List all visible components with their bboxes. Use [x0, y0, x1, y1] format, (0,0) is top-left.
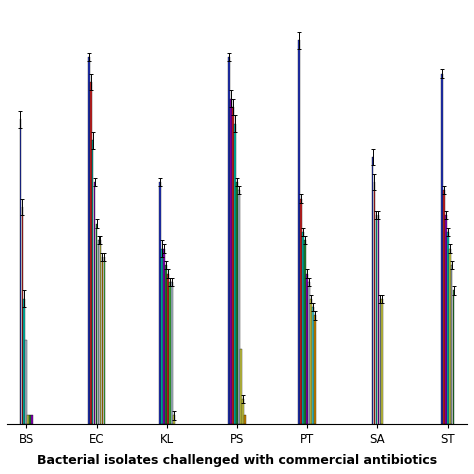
Bar — [26, 340, 27, 424]
Bar — [88, 57, 90, 424]
Bar — [242, 399, 244, 424]
Bar — [451, 265, 453, 424]
Bar — [101, 257, 103, 424]
Bar — [299, 40, 300, 424]
Bar — [27, 415, 29, 424]
Bar — [103, 257, 105, 424]
Bar — [443, 191, 445, 424]
Bar — [308, 282, 310, 424]
Bar — [161, 249, 163, 424]
Bar — [301, 199, 302, 424]
Bar — [230, 99, 232, 424]
Bar — [92, 140, 93, 424]
Bar — [163, 249, 164, 424]
Bar — [94, 182, 95, 424]
Bar — [310, 299, 312, 424]
Bar — [378, 215, 379, 424]
Bar — [169, 282, 171, 424]
Bar — [90, 82, 91, 424]
Bar — [159, 182, 161, 424]
Bar — [238, 191, 240, 424]
Bar — [31, 415, 33, 424]
Bar — [302, 232, 304, 424]
Bar — [228, 57, 230, 424]
Bar — [312, 307, 314, 424]
Bar — [98, 240, 100, 424]
Bar — [306, 273, 308, 424]
Bar — [374, 182, 375, 424]
Bar — [234, 124, 236, 424]
Bar — [173, 415, 174, 424]
Bar — [445, 215, 447, 424]
Bar — [380, 299, 381, 424]
Bar — [453, 291, 455, 424]
X-axis label: Bacterial isolates challenged with commercial antibiotics: Bacterial isolates challenged with comme… — [37, 454, 437, 467]
Bar — [304, 240, 306, 424]
Bar — [96, 224, 98, 424]
Bar — [441, 73, 443, 424]
Bar — [244, 415, 246, 424]
Bar — [382, 299, 383, 424]
Bar — [314, 315, 316, 424]
Bar — [167, 273, 169, 424]
Bar — [236, 182, 238, 424]
Bar — [165, 265, 167, 424]
Bar — [19, 119, 21, 424]
Bar — [24, 299, 25, 424]
Bar — [372, 157, 374, 424]
Bar — [375, 215, 377, 424]
Bar — [232, 107, 234, 424]
Bar — [240, 349, 242, 424]
Bar — [21, 207, 23, 424]
Bar — [447, 232, 448, 424]
Bar — [100, 240, 101, 424]
Bar — [449, 249, 450, 424]
Bar — [171, 282, 173, 424]
Bar — [29, 415, 31, 424]
